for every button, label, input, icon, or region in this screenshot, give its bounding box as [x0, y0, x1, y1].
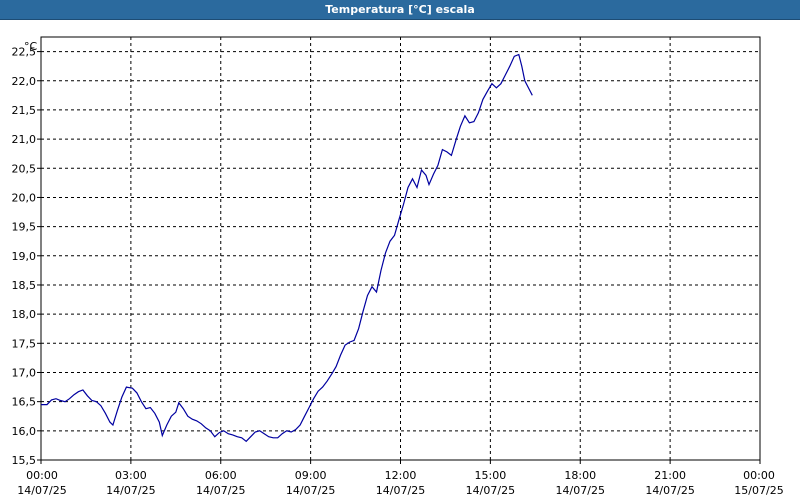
y-tick-label: 17,5	[12, 337, 37, 350]
x-tick-time-label: 15:00	[475, 469, 507, 482]
x-tick-date-label: 14/07/25	[376, 484, 425, 497]
y-tick-label: 21,0	[12, 133, 37, 146]
series-layer	[41, 53, 533, 443]
y-tick-label: 20,5	[12, 162, 37, 175]
y-tick-label: 20,0	[12, 191, 37, 204]
y-tick-label: 15,5	[12, 454, 37, 467]
y-tick-label: 22,0	[12, 75, 37, 88]
x-tick-time-label: 21:00	[654, 469, 686, 482]
y-tick-label: 16,5	[12, 396, 37, 409]
x-tick-time-label: 03:00	[115, 469, 147, 482]
x-tick-date-label: 14/07/25	[556, 484, 605, 497]
y-tick-label: 18,0	[12, 308, 37, 321]
temperature-chart: 15,5 16,0 16,5 17,0 17,5 18,0 18,5 19,0 19,5 20,0…	[12, 36, 784, 497]
chart-title: Temperatura [°C] escala	[325, 3, 475, 16]
x-tick-date-label: 14/07/25	[196, 484, 245, 497]
temperature-series-line	[41, 53, 533, 443]
x-tick-time-label: 12:00	[385, 469, 417, 482]
y-tick-label: 18,5	[12, 279, 37, 292]
chart-title-bar: Temperatura [°C] escala	[0, 0, 800, 20]
y-tick-label: 19,5	[12, 221, 37, 234]
x-tick-date-label: 14/07/25	[286, 484, 335, 497]
x-tick-date-label: 14/07/25	[466, 484, 515, 497]
x-tick-date-label: 15/07/25	[734, 484, 783, 497]
plot-frame	[40, 36, 761, 461]
x-tick-time-label: 18:00	[564, 469, 596, 482]
x-tick-time-label: 06:00	[205, 469, 237, 482]
y-tick-label: 21,5	[12, 104, 37, 117]
y-unit-label: °C	[24, 40, 38, 53]
y-tick-label: 19,0	[12, 250, 37, 263]
x-tick-date-label: 14/07/25	[17, 484, 66, 497]
y-tick-label: 16,0	[12, 425, 37, 438]
y-tick-label: 17,0	[12, 366, 37, 379]
axis-layer: 15,5 16,0 16,5 17,0 17,5 18,0 18,5 19,0 19,5 20,0…	[12, 36, 784, 497]
x-tick-date-label: 14/07/25	[645, 484, 694, 497]
x-tick-time-label: 00:00	[26, 469, 58, 482]
y-tick-label: 22,5	[12, 46, 37, 59]
x-tick-date-label: 14/07/25	[106, 484, 155, 497]
x-tick-time-label: 09:00	[295, 469, 327, 482]
x-tick-time-label: 00:00	[743, 469, 775, 482]
grid-layer	[41, 37, 760, 460]
